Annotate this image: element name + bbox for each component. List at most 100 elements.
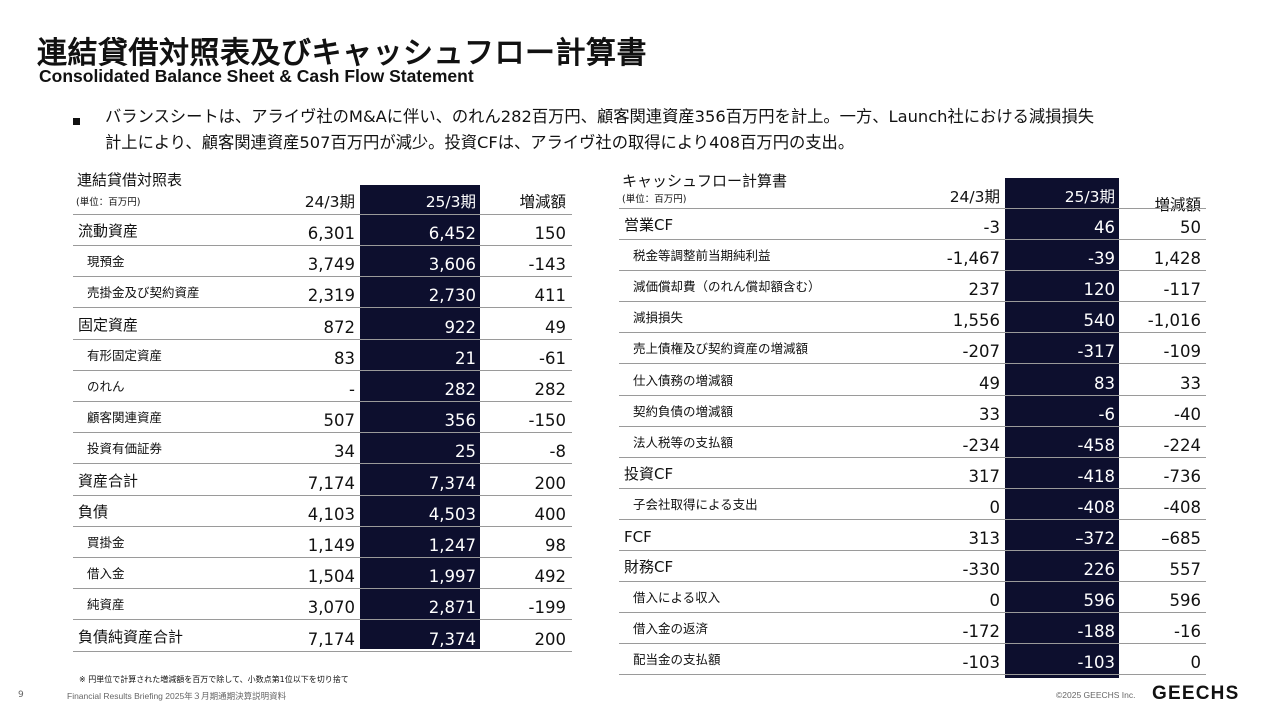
cash-flow-row: FCF 313 –372 –685 [619, 520, 1206, 551]
cash-flow-row: 配当金の支払額 -103 -103 0 [619, 644, 1206, 676]
balance-sheet-title: 連結貸借対照表 [77, 171, 183, 189]
row-divider [73, 588, 572, 590]
balance-sheet-cell-change: 200 [534, 629, 567, 649]
row-divider [73, 619, 572, 621]
cash-flow-cell-change: 33 [1180, 373, 1201, 393]
balance-sheet-cell-change: -8 [549, 442, 566, 462]
cash-flow-cell-current-year: 120 [1083, 280, 1116, 300]
cash-flow-row-label: 減価償却費（のれん償却額含む） [633, 279, 821, 295]
cash-flow-row-label: 借入による収入 [633, 590, 721, 606]
row-divider [619, 612, 1206, 614]
balance-sheet-cell-prev-year: 1,504 [307, 567, 355, 587]
cash-flow-cell-change: 0 [1190, 653, 1202, 673]
cash-flow-row: 法人税等の支払額 -234 -458 -224 [619, 427, 1206, 458]
balance-sheet-row-label: 借入金 [87, 566, 125, 582]
cash-flow-cell-change: -16 [1174, 622, 1201, 642]
cash-flow-row-label: 配当金の支払額 [633, 652, 721, 668]
balance-sheet-cell-prev-year: 4,103 [307, 504, 355, 524]
balance-sheet-cell-current-year: 356 [444, 411, 477, 431]
balance-sheet-row: 流動資産 6,301 6,452 150 [73, 215, 572, 246]
cash-flow-cell-prev-year: 0 [989, 591, 1001, 611]
bullet-icon [73, 118, 80, 125]
balance-sheet-cell-current-year: 6,452 [428, 224, 476, 243]
balance-sheet-cell-change: 400 [534, 504, 567, 524]
page-title: 連結貸借対照表及びキャッシュフロー計算書 [37, 36, 647, 71]
cash-flow-cell-current-year: -39 [1088, 249, 1115, 269]
cash-flow-header-current-year: 25/3期 [1064, 188, 1115, 206]
balance-sheet-cell-current-year: 21 [455, 348, 476, 368]
row-divider [73, 432, 572, 434]
balance-sheet-row-label: 顧客関連資産 [87, 410, 163, 426]
balance-sheet-cell-prev-year: 34 [334, 442, 355, 462]
balance-sheet-cell-current-year: 282 [444, 380, 477, 399]
cash-flow-cell-current-year: 83 [1094, 373, 1115, 393]
balance-sheet-cell-change: 200 [534, 473, 567, 493]
balance-sheet-row-label: 固定資産 [78, 315, 139, 334]
cash-flow-cell-change: -117 [1163, 280, 1201, 300]
cash-flow-row-label: 契約負債の増減額 [633, 403, 734, 419]
cash-flow-cell-change: -1,016 [1147, 311, 1201, 331]
cash-flow-row-label: 法人税等の支払額 [633, 434, 734, 450]
balance-sheet-row-label: 負債純資産合計 [78, 627, 184, 646]
cash-flow-cell-current-year: -408 [1077, 497, 1115, 517]
balance-sheet-row: 借入金 1,504 1,997 492 [73, 558, 572, 590]
cash-flow-row-label: 営業CF [624, 216, 674, 234]
cash-flow-row: 借入による収入 0 596 596 [619, 582, 1206, 614]
balance-sheet-row-label: 純資産 [87, 597, 125, 613]
cash-flow-cell-current-year: 596 [1083, 591, 1116, 611]
cash-flow-row: 仕入債務の増減額 49 83 33 [619, 365, 1206, 396]
row-divider [619, 301, 1206, 303]
row-divider [619, 518, 1206, 520]
balance-sheet-row: 負債純資産合計 7,174 7,374 200 [73, 621, 572, 652]
cash-flow-row-label: 減損損失 [633, 310, 684, 326]
cash-flow-cell-prev-year: 237 [968, 280, 1001, 300]
balance-sheet-cell-change: -143 [528, 255, 566, 275]
balance-sheet-header-change: 増減額 [519, 193, 566, 211]
footnote: ※ 円単位で計算された増減額を百万で除して、小数点第1位以下を切り捨て [79, 675, 349, 684]
balance-sheet-cell-prev-year: 6,301 [307, 224, 355, 243]
balance-sheet-row-label: 負債 [78, 502, 109, 521]
balance-sheet-cell-change: 150 [534, 224, 567, 243]
balance-sheet-row: 固定資産 872 922 49 [73, 309, 572, 340]
balance-sheet-header-divider [73, 214, 572, 215]
row-divider [619, 581, 1206, 583]
balance-sheet-cell-current-year: 25 [455, 442, 476, 462]
cash-flow-row: 契約負債の増減額 33 -6 -40 [619, 396, 1206, 427]
balance-sheet-row-label: のれん [87, 379, 125, 394]
balance-sheet-row-label: 投資有価証券 [87, 441, 163, 457]
cash-flow-cell-prev-year: -1,467 [946, 249, 1000, 269]
company-logo: GEECHS [1152, 683, 1240, 704]
cash-flow-row-label: 税金等調整前当期純利益 [633, 248, 771, 264]
cash-flow-cell-current-year: -103 [1077, 653, 1115, 673]
balance-sheet-row-label: 流動資産 [78, 222, 139, 240]
cash-flow-row: 減価償却費（のれん償却額含む） 237 120 -117 [619, 271, 1206, 303]
balance-sheet-row: 顧客関連資産 507 356 -150 [73, 402, 572, 434]
row-divider [619, 363, 1206, 365]
cash-flow-row-label: FCF [624, 528, 652, 546]
summary-line: バランスシートは、アライヴ社のM&Aに伴い、のれん282百万円、顧客関連資産35… [105, 107, 1095, 126]
cash-flow-cell-change: 557 [1169, 560, 1202, 580]
balance-sheet-cell-prev-year: 3,749 [307, 255, 355, 275]
cash-flow-row: 税金等調整前当期純利益 -1,467 -39 1,428 [619, 240, 1206, 272]
row-divider [619, 456, 1206, 458]
cash-flow-cell-change: 50 [1180, 218, 1201, 237]
cash-flow-header-prev-year: 24/3期 [949, 188, 1000, 206]
balance-sheet-cell-prev-year: 7,174 [307, 473, 355, 493]
cash-flow-row: 財務CF -330 226 557 [619, 551, 1206, 583]
balance-sheet-row: のれん - 282 282 [73, 371, 572, 402]
balance-sheet-cell-prev-year: 1,149 [307, 536, 355, 555]
row-divider [619, 270, 1206, 272]
cash-flow-cell-current-year: –372 [1075, 529, 1115, 548]
cash-flow-header-change: 増減額 [1154, 196, 1201, 214]
page-number: 9 [18, 690, 24, 700]
balance-sheet-cell-change: 411 [534, 286, 567, 306]
balance-sheet-cell-change: -61 [539, 348, 566, 368]
balance-sheet-cell-current-year: 1,247 [428, 536, 476, 555]
cash-flow-row-label: 仕入債務の増減額 [633, 372, 734, 388]
cash-flow-cell-current-year: -418 [1077, 466, 1115, 486]
cash-flow-cell-change: 1,428 [1153, 249, 1201, 269]
row-divider [619, 643, 1206, 645]
cash-flow-cell-prev-year: -330 [962, 560, 1000, 580]
balance-sheet-row: 現預金 3,749 3,606 -143 [73, 246, 572, 278]
balance-sheet-cell-change: -150 [528, 411, 566, 431]
